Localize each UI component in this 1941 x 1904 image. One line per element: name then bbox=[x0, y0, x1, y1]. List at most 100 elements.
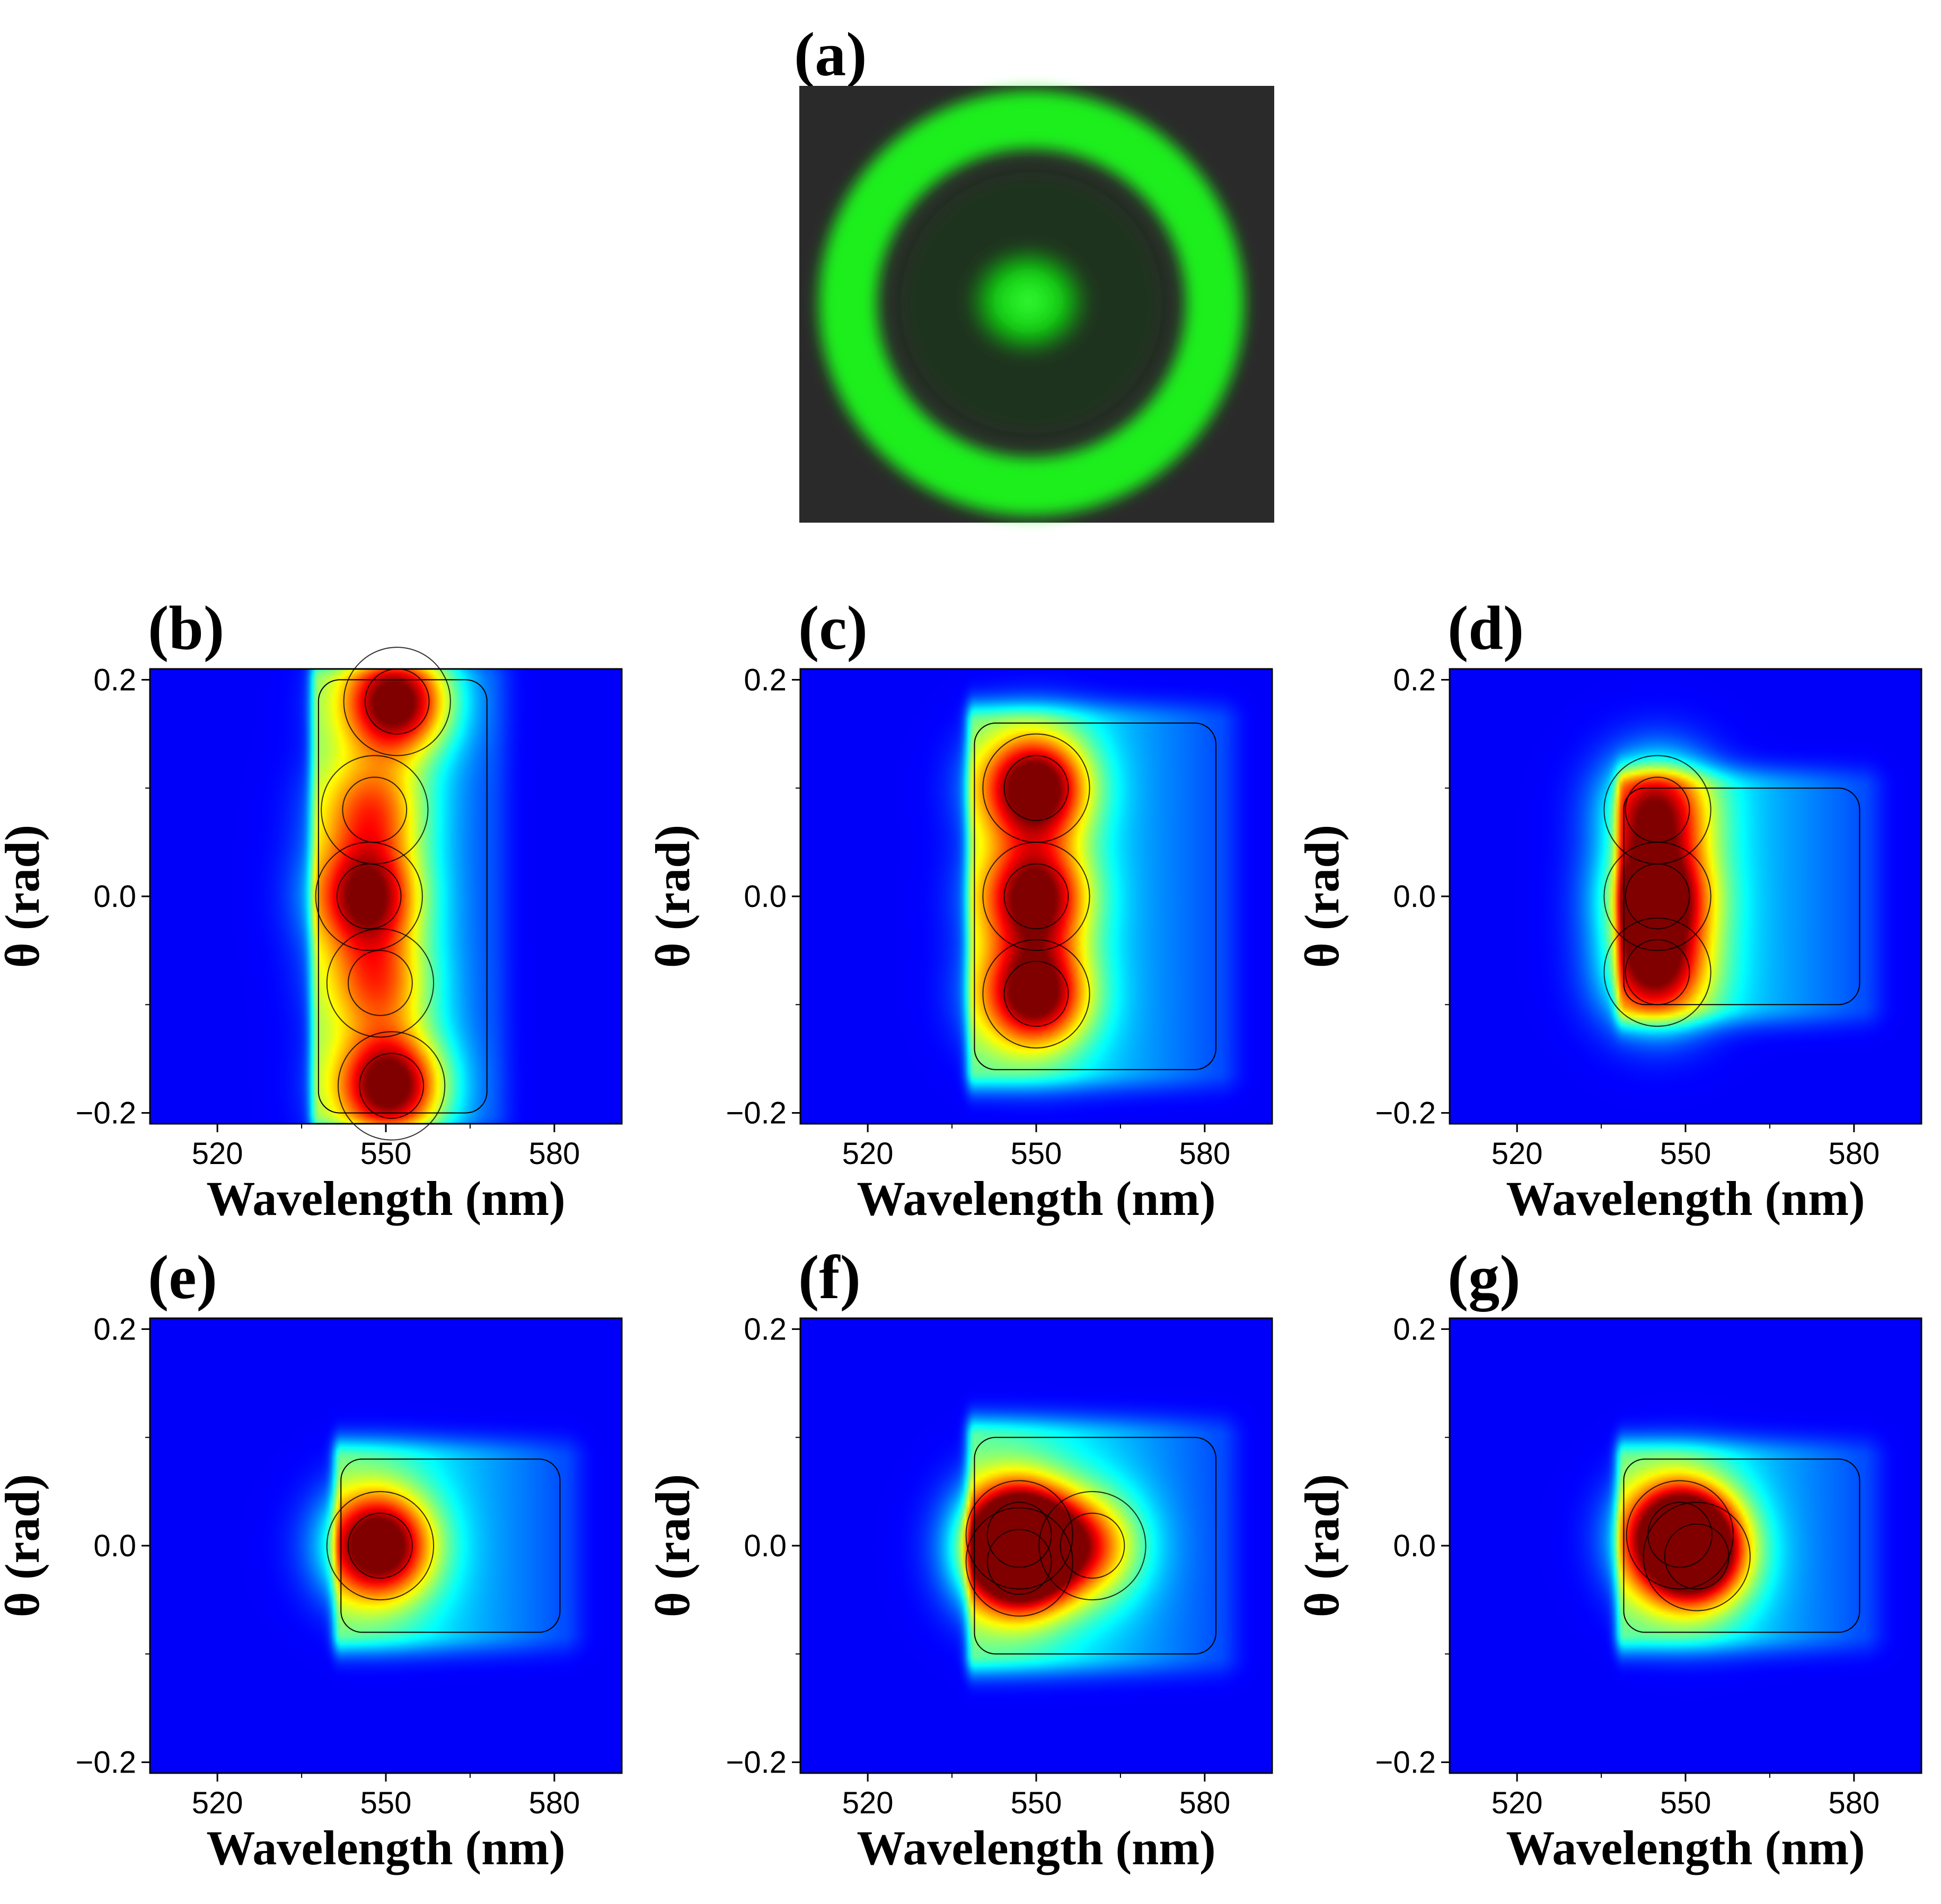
x-axis-label: Wavelength (nm) bbox=[206, 1821, 565, 1875]
panel-label: (d) bbox=[1448, 593, 1524, 663]
photo-label: (a) bbox=[794, 20, 867, 89]
x-axis-label: Wavelength (nm) bbox=[1506, 1171, 1865, 1226]
contour-line bbox=[965, 1507, 1073, 1617]
contour-envelope bbox=[317, 679, 488, 1114]
contour-line bbox=[1003, 863, 1069, 930]
contour-line bbox=[326, 1491, 435, 1601]
contour-line bbox=[1603, 755, 1711, 865]
y-axis-label: θ (rad) bbox=[0, 1474, 49, 1617]
panel-label: (e) bbox=[148, 1242, 217, 1312]
x-tick-label: 520 bbox=[1492, 1786, 1543, 1820]
y-tick-label: 0.2 bbox=[744, 663, 787, 697]
y-tick-label: 0.2 bbox=[1393, 1312, 1436, 1346]
y-axis-label: θ (rad) bbox=[646, 825, 700, 968]
contour-line bbox=[321, 755, 429, 865]
heatmap-panel-4: (e) 520 550 580 0.2 0.0 −0.2 Wavelength (nm) θ (… bbox=[0, 1242, 623, 1875]
x-tick-label: 580 bbox=[1179, 1136, 1230, 1171]
x-axis-label: Wavelength (nm) bbox=[1506, 1821, 1865, 1875]
y-tick-label: 0.2 bbox=[1393, 663, 1436, 697]
y-tick-label: 0.2 bbox=[93, 1312, 136, 1346]
intensity-map bbox=[150, 669, 622, 1124]
heatmap-panel-3: (d) 520 550 580 0.2 0.0 −0.2 Wavelength (nm) θ (… bbox=[1295, 593, 1922, 1226]
y-tick-label: 0.0 bbox=[93, 1529, 136, 1563]
contour-line bbox=[348, 950, 413, 1016]
contour-line bbox=[986, 1529, 1052, 1595]
panel-label: (g) bbox=[1448, 1242, 1521, 1312]
x-axis-label: Wavelength (nm) bbox=[857, 1821, 1215, 1875]
intensity-map bbox=[800, 669, 1272, 1124]
panel-label: (b) bbox=[148, 593, 224, 663]
contour-line bbox=[342, 777, 408, 843]
x-tick-label: 580 bbox=[1828, 1136, 1880, 1171]
contour-line bbox=[1643, 1502, 1751, 1611]
y-axis-label: θ (rad) bbox=[0, 825, 49, 968]
contour-envelope bbox=[1623, 787, 1860, 1006]
contour-line bbox=[1664, 1523, 1730, 1590]
y-axis-label: θ (rad) bbox=[1295, 825, 1349, 968]
y-tick-label: 0.0 bbox=[93, 879, 136, 914]
contour-envelope bbox=[340, 1458, 561, 1633]
intensity-map bbox=[150, 1318, 622, 1773]
contour-line bbox=[1038, 1491, 1146, 1601]
heatmap-panel-6: (g) 520 550 580 0.2 0.0 −0.2 Wavelength (nm) θ (… bbox=[1295, 1242, 1922, 1875]
contour-line bbox=[348, 1512, 413, 1579]
contour-line bbox=[337, 1031, 446, 1141]
contour-line bbox=[982, 939, 1090, 1049]
y-tick-label: 0.0 bbox=[1393, 1529, 1436, 1563]
contour-line bbox=[1603, 917, 1711, 1027]
intensity-map bbox=[1450, 669, 1921, 1124]
contour-line bbox=[982, 841, 1090, 951]
x-axis-label: Wavelength (nm) bbox=[857, 1171, 1215, 1226]
y-tick-label: −0.2 bbox=[76, 1096, 137, 1131]
y-tick-label: −0.2 bbox=[1375, 1746, 1436, 1780]
x-tick-label: 520 bbox=[842, 1136, 894, 1171]
contour-envelope bbox=[974, 722, 1217, 1070]
contour-line bbox=[1626, 1480, 1734, 1590]
x-tick-label: 580 bbox=[528, 1136, 580, 1171]
center-spot bbox=[966, 245, 1091, 357]
x-tick-label: 550 bbox=[1011, 1136, 1062, 1171]
heatmap-panel-1: (b) 520 550 580 0.2 0.0 −0.2 Wavelength (nm) θ (… bbox=[0, 593, 623, 1226]
x-tick-label: 580 bbox=[528, 1786, 580, 1820]
contour-line bbox=[1003, 960, 1069, 1027]
contour-line bbox=[986, 1502, 1052, 1568]
x-tick-label: 520 bbox=[1492, 1136, 1543, 1171]
y-tick-label: 0.0 bbox=[744, 879, 787, 914]
intensity-map bbox=[1450, 1318, 1921, 1773]
panel-label: (f) bbox=[798, 1242, 861, 1312]
y-tick-label: 0.2 bbox=[744, 1312, 787, 1346]
y-axis-label: θ (rad) bbox=[646, 1474, 700, 1617]
contour-envelope bbox=[1623, 1458, 1860, 1633]
x-tick-label: 520 bbox=[842, 1786, 894, 1820]
outer-ring bbox=[819, 91, 1244, 516]
x-axis-label: Wavelength (nm) bbox=[206, 1171, 565, 1226]
contour-line bbox=[1003, 755, 1069, 821]
y-tick-label: −0.2 bbox=[726, 1746, 787, 1780]
heatmap-panel-2: (c) 520 550 580 0.2 0.0 −0.2 Wavelength (nm) θ (… bbox=[646, 593, 1273, 1226]
x-tick-label: 550 bbox=[360, 1786, 412, 1820]
heatmap-panel-5: (f) 520 550 580 0.2 0.0 −0.2 Wavelength (nm) θ (… bbox=[646, 1242, 1273, 1875]
y-axis-label: θ (rad) bbox=[1295, 1474, 1349, 1617]
photo-panel: (a) bbox=[794, 20, 1274, 523]
x-tick-label: 550 bbox=[1660, 1786, 1711, 1820]
x-tick-label: 580 bbox=[1179, 1786, 1230, 1820]
panel-label: (c) bbox=[798, 593, 868, 663]
contour-line bbox=[1625, 777, 1690, 843]
x-tick-label: 520 bbox=[192, 1786, 243, 1820]
x-tick-label: 550 bbox=[360, 1136, 412, 1171]
y-tick-label: 0.0 bbox=[1393, 879, 1436, 914]
y-tick-label: −0.2 bbox=[726, 1096, 787, 1131]
y-tick-label: −0.2 bbox=[1375, 1096, 1436, 1131]
contour-line bbox=[326, 928, 435, 1038]
heatmap-panels: (b) 520 550 580 0.2 0.0 −0.2 Wavelength (nm) θ (… bbox=[0, 593, 1922, 1875]
contour-line bbox=[343, 647, 451, 756]
ring-pattern bbox=[819, 91, 1244, 516]
x-tick-label: 520 bbox=[192, 1136, 243, 1171]
x-tick-label: 550 bbox=[1660, 1136, 1711, 1171]
contour-line bbox=[359, 1053, 424, 1119]
contour-line bbox=[965, 1480, 1073, 1590]
contour-line bbox=[1060, 1512, 1125, 1579]
x-tick-label: 580 bbox=[1828, 1786, 1880, 1820]
y-tick-label: 0.2 bbox=[93, 663, 136, 697]
